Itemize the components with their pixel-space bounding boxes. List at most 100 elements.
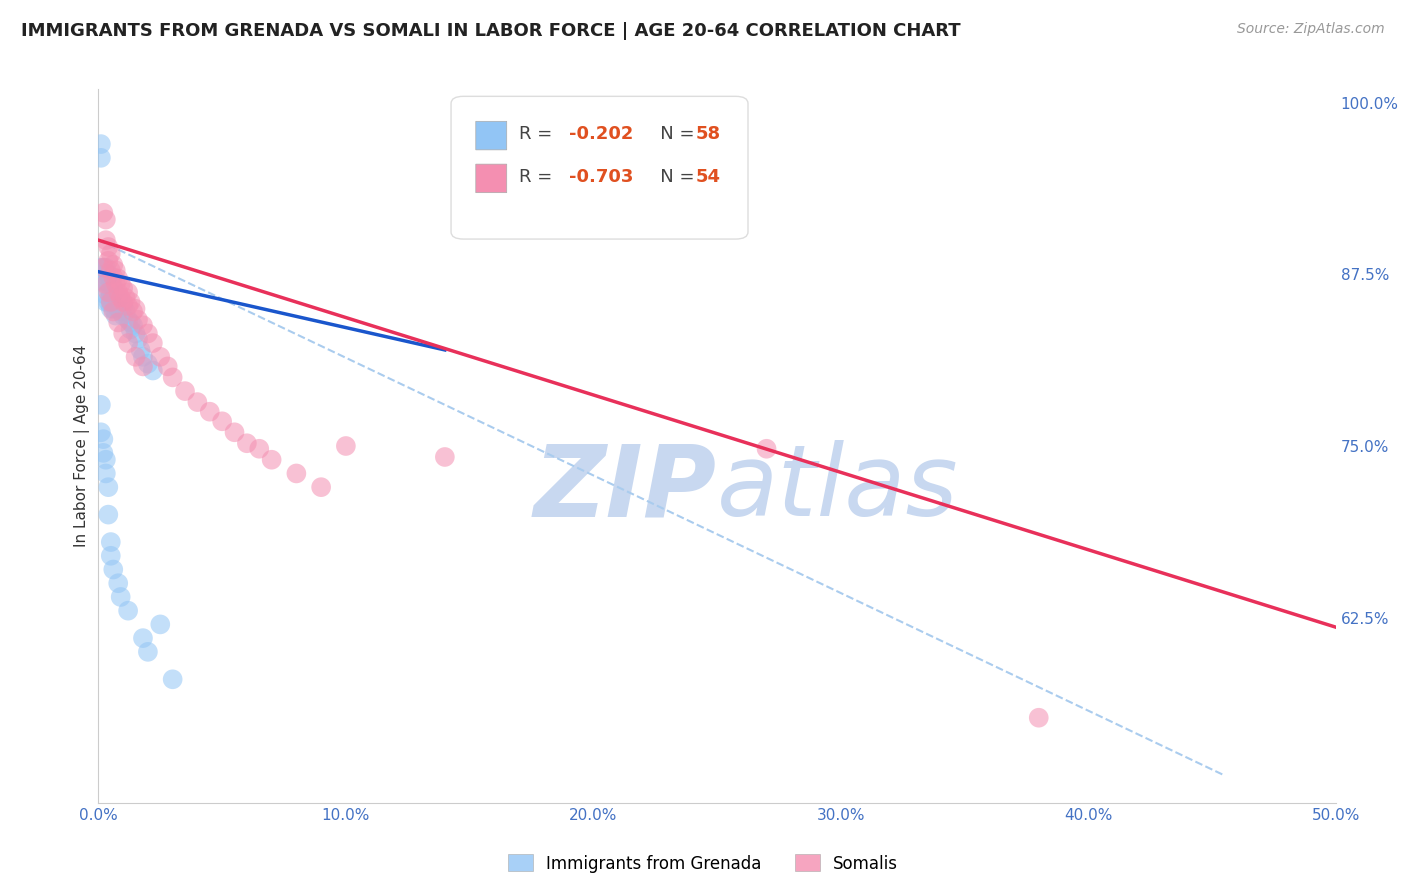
Point — [93, 205, 115, 219]
Point — [149, 617, 172, 632]
Point — [104, 277, 127, 291]
Point — [90, 137, 112, 152]
Point — [93, 446, 115, 460]
Point — [117, 285, 139, 300]
Point — [117, 299, 139, 313]
Point — [90, 151, 112, 165]
Point — [110, 304, 132, 318]
Point — [142, 336, 165, 351]
Point — [97, 294, 120, 309]
Legend: Immigrants from Grenada, Somalis: Immigrants from Grenada, Somalis — [501, 847, 905, 880]
Point — [112, 294, 135, 309]
Point — [124, 350, 146, 364]
Point — [120, 316, 142, 330]
Point — [114, 304, 136, 318]
Point — [104, 309, 127, 323]
Point — [174, 384, 197, 398]
Point — [107, 271, 129, 285]
Text: Source: ZipAtlas.com: Source: ZipAtlas.com — [1237, 22, 1385, 37]
Point — [94, 212, 117, 227]
Text: 58: 58 — [696, 125, 721, 143]
Point — [94, 467, 117, 481]
Point — [112, 309, 135, 323]
Point — [100, 274, 122, 288]
FancyBboxPatch shape — [475, 121, 506, 150]
Text: -0.703: -0.703 — [568, 168, 633, 186]
Point — [100, 288, 122, 302]
Point — [136, 326, 159, 341]
Point — [100, 301, 122, 316]
Point — [100, 263, 122, 277]
Point — [198, 405, 221, 419]
Point — [103, 270, 125, 285]
Point — [124, 301, 146, 316]
Point — [247, 442, 270, 456]
Point — [107, 576, 129, 591]
Point — [112, 281, 135, 295]
Point — [136, 357, 159, 371]
Point — [90, 260, 112, 275]
Point — [117, 604, 139, 618]
Text: N =: N = — [643, 125, 700, 143]
Point — [110, 277, 132, 291]
Point — [103, 258, 125, 272]
Point — [224, 425, 246, 440]
Point — [97, 253, 120, 268]
Point — [107, 316, 129, 330]
Point — [110, 291, 132, 305]
Point — [93, 268, 115, 282]
Point — [100, 294, 122, 309]
Point — [103, 301, 125, 316]
Text: R =: R = — [519, 168, 558, 186]
Point — [120, 294, 142, 309]
Point — [94, 260, 117, 275]
Point — [162, 673, 184, 687]
Point — [94, 452, 117, 467]
Point — [100, 294, 122, 309]
Point — [103, 281, 125, 295]
Point — [94, 288, 117, 302]
Point — [90, 425, 112, 440]
Point — [104, 288, 127, 302]
Point — [114, 291, 136, 305]
Point — [97, 268, 120, 282]
Y-axis label: In Labor Force | Age 20-64: In Labor Force | Age 20-64 — [75, 345, 90, 547]
Point — [122, 304, 145, 318]
Point — [107, 301, 129, 316]
Point — [100, 247, 122, 261]
Text: atlas: atlas — [717, 441, 959, 537]
Point — [1028, 711, 1050, 725]
Point — [97, 285, 120, 300]
Point — [124, 326, 146, 341]
Point — [755, 442, 778, 456]
Point — [100, 535, 122, 549]
Point — [127, 332, 149, 346]
Point — [112, 299, 135, 313]
Point — [110, 590, 132, 604]
Point — [103, 291, 125, 305]
Point — [309, 480, 332, 494]
Point — [136, 645, 159, 659]
Point — [122, 318, 145, 333]
Point — [94, 274, 117, 288]
Point — [94, 233, 117, 247]
Point — [211, 414, 233, 428]
Point — [236, 436, 259, 450]
Point — [93, 260, 115, 275]
Point — [127, 312, 149, 326]
Point — [335, 439, 357, 453]
Point — [103, 304, 125, 318]
Text: 54: 54 — [696, 168, 721, 186]
Text: IMMIGRANTS FROM GRENADA VS SOMALI IN LABOR FORCE | AGE 20-64 CORRELATION CHART: IMMIGRANTS FROM GRENADA VS SOMALI IN LAB… — [21, 22, 960, 40]
Point — [97, 240, 120, 254]
Point — [93, 432, 115, 446]
Point — [97, 281, 120, 295]
FancyBboxPatch shape — [451, 96, 748, 239]
Point — [186, 395, 208, 409]
Point — [104, 263, 127, 277]
Point — [162, 370, 184, 384]
Point — [90, 398, 112, 412]
Point — [149, 350, 172, 364]
Point — [93, 260, 115, 275]
Point — [107, 285, 129, 300]
